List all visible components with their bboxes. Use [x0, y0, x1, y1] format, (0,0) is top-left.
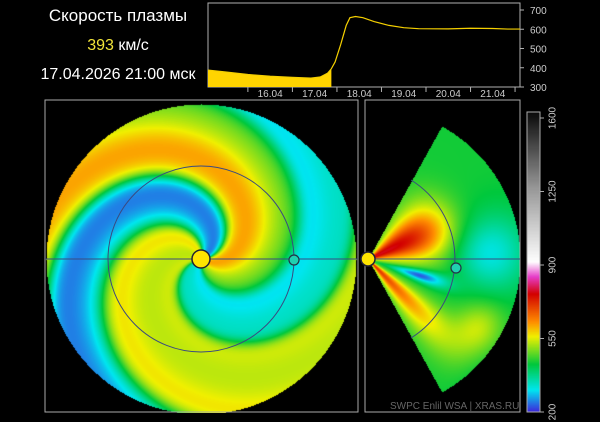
timestamp: 17.04.2026 21:00 мск	[40, 66, 196, 83]
y-tick-label: 600	[530, 25, 547, 36]
colorbar-tick-label: 900	[548, 256, 559, 273]
colorbar-tick-label: 1250	[548, 180, 559, 203]
ecliptic-plane-map	[45, 100, 358, 413]
x-tick-label: 18.04	[347, 89, 372, 100]
colorbar-tick-label: 200	[548, 403, 559, 420]
colorbar-tick-label: 550	[548, 330, 559, 347]
past-speed-fill	[208, 68, 332, 87]
current-speed: 393 км/с	[20, 37, 216, 55]
speed-value: 393	[87, 37, 114, 54]
meridional-plane-map	[365, 100, 520, 413]
x-tick-label: 21.04	[480, 89, 505, 100]
speed-unit: км/с	[118, 37, 149, 54]
y-tick-label: 700	[530, 6, 547, 17]
x-tick-label: 20.04	[436, 89, 461, 100]
speed-timeseries-chart: 300 400 500 600 700 16.04 17.04 18.04 19.04 20.04…	[207, 2, 547, 100]
speed-line	[207, 15, 520, 79]
colorbar	[527, 112, 540, 412]
y-tick-label: 400	[530, 64, 547, 75]
x-tick-label: 16.04	[258, 89, 283, 100]
x-tick-label: 19.04	[391, 89, 416, 100]
y-tick-label: 300	[530, 83, 547, 94]
page-title: Скорость плазмы	[48, 6, 188, 25]
plot-frame	[207, 2, 521, 88]
y-tick-label: 500	[530, 45, 547, 56]
credit-text: SWPC Enlil WSA | XRAS.RU	[390, 401, 520, 412]
x-tick-label: 17.04	[302, 89, 327, 100]
colorbar-tick-label: 1600	[548, 106, 559, 129]
